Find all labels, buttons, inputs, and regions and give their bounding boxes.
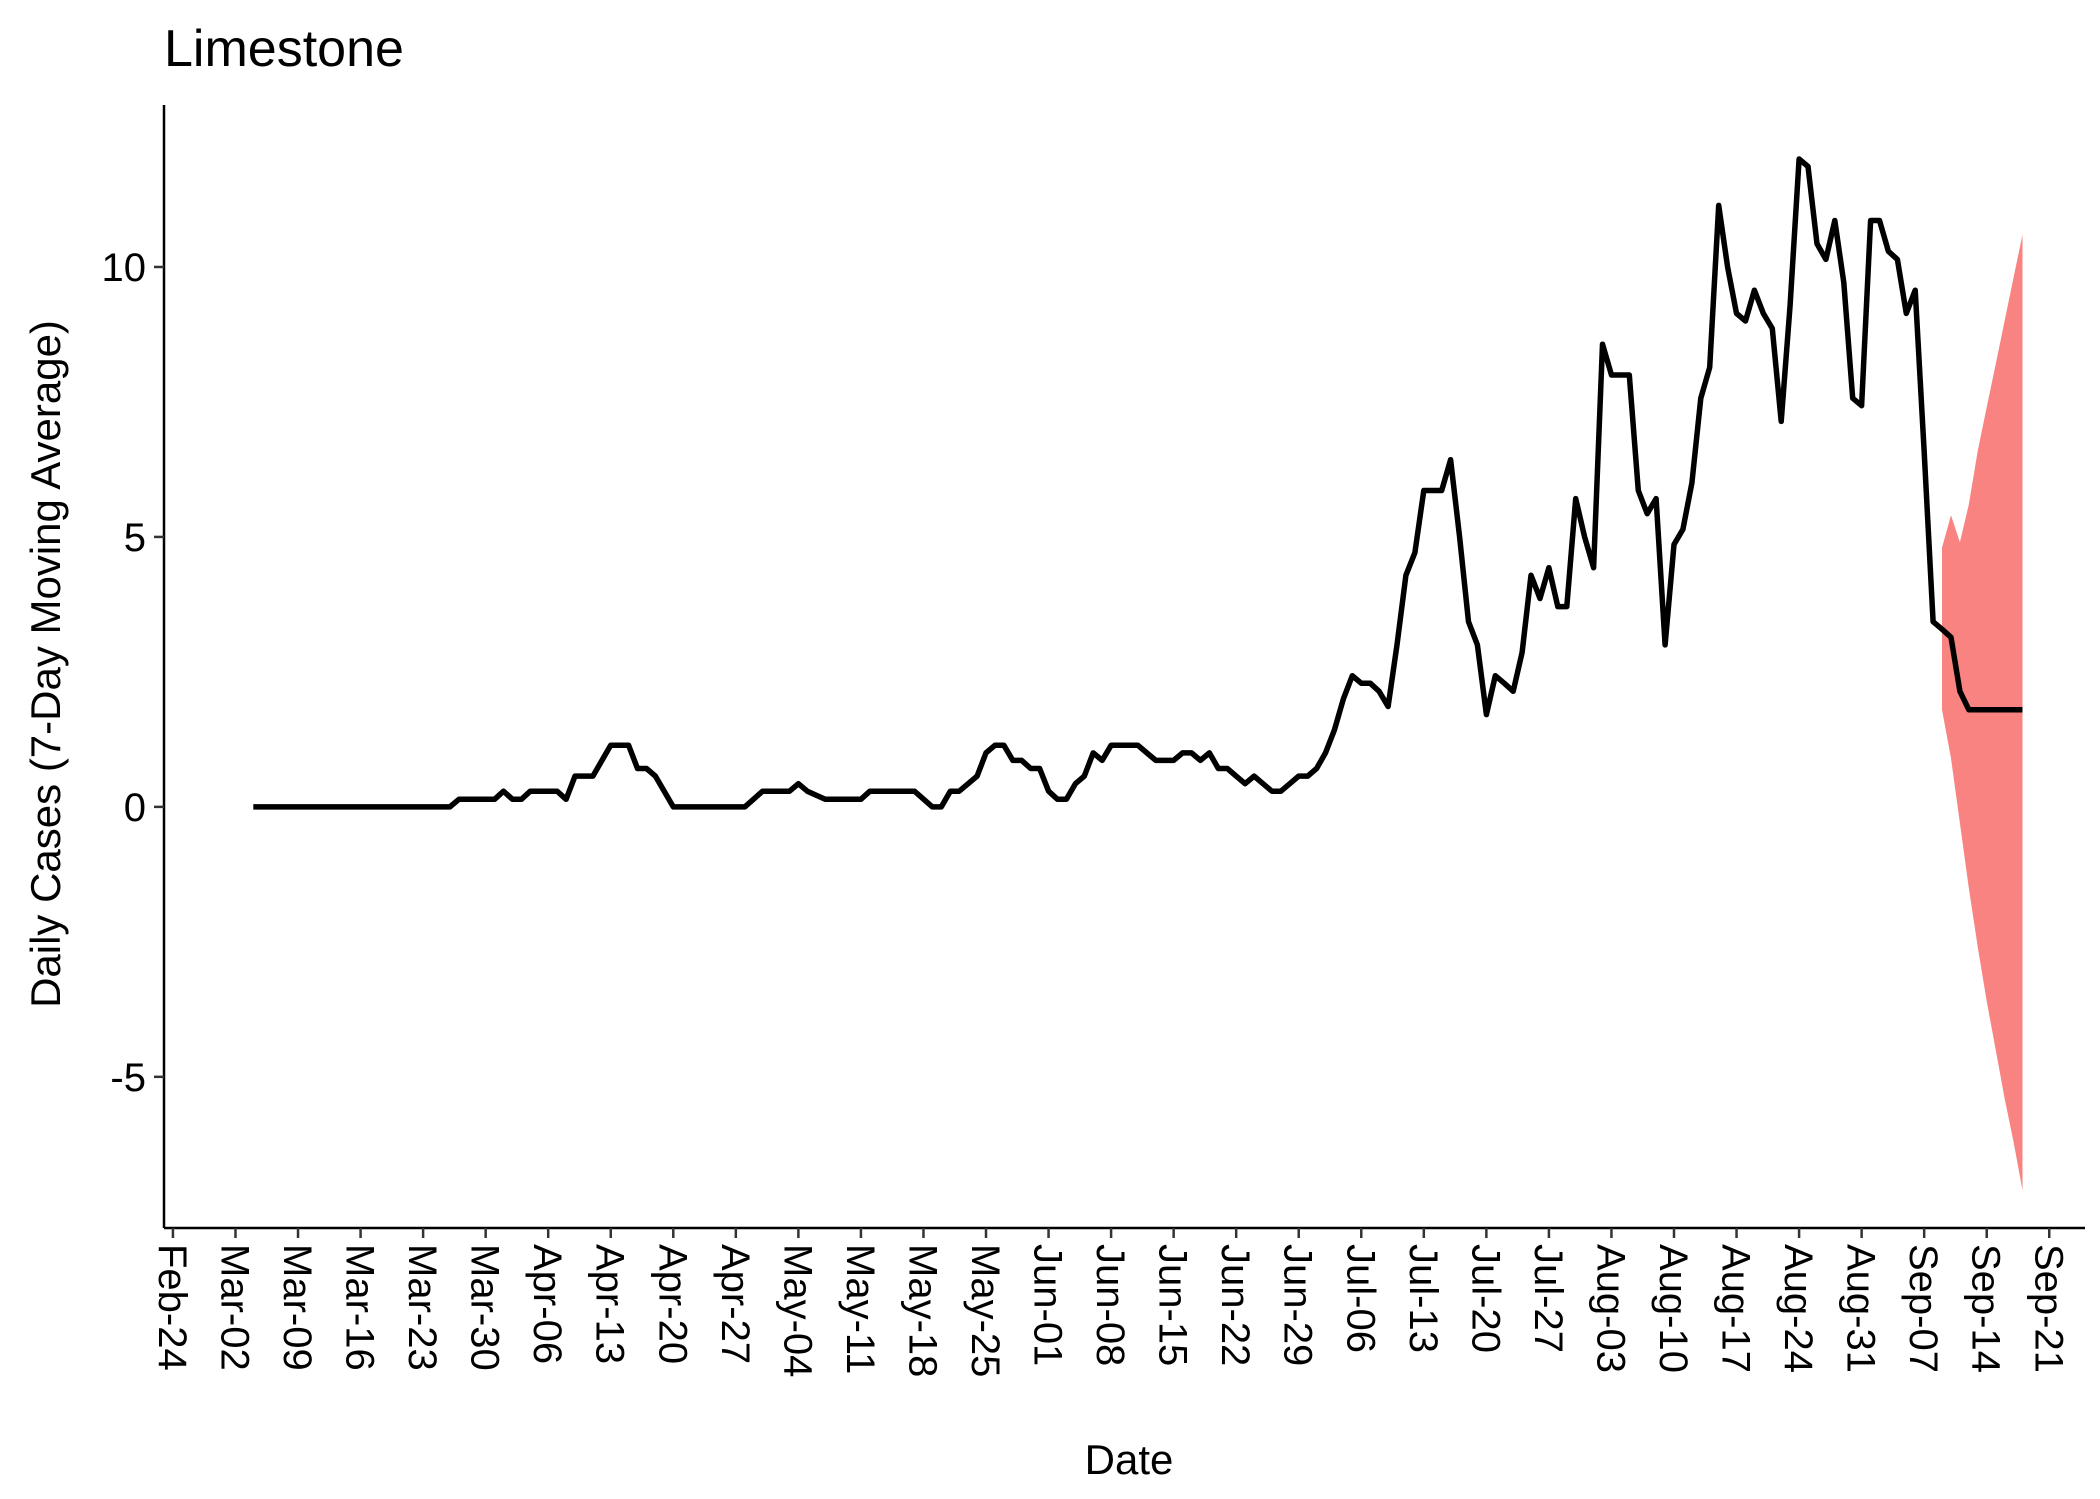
x-tick-label: Aug-10 bbox=[1651, 1244, 1695, 1373]
y-axis: -5 0 5 10 bbox=[102, 105, 166, 1228]
y-axis-title: Daily Cases (7-Day Moving Average) bbox=[22, 320, 69, 1008]
x-tick-label: Apr-06 bbox=[525, 1244, 569, 1364]
x-tick-label: Sep-07 bbox=[1901, 1244, 1945, 1373]
x-tick-label: Jun-15 bbox=[1151, 1244, 1195, 1366]
x-tick-label: May-18 bbox=[901, 1244, 945, 1377]
x-tick-label: Jun-08 bbox=[1088, 1244, 1132, 1366]
x-tick-label: Jul-13 bbox=[1401, 1244, 1445, 1353]
x-tick-label: Jun-22 bbox=[1213, 1244, 1257, 1366]
series-line-layer bbox=[253, 156, 2023, 810]
x-tick-label: Sep-14 bbox=[1964, 1244, 2008, 1373]
x-tick-label: Apr-13 bbox=[588, 1244, 632, 1364]
y-tick-label: -5 bbox=[110, 1056, 146, 1100]
plot-area bbox=[253, 156, 2023, 1191]
x-tick-label: Mar-23 bbox=[400, 1244, 444, 1371]
x-tick-label: Apr-27 bbox=[713, 1244, 757, 1364]
x-tick-label: May-04 bbox=[775, 1244, 819, 1377]
x-tick-label: Feb-24 bbox=[150, 1244, 194, 1371]
x-tick-label: Aug-31 bbox=[1839, 1244, 1883, 1373]
y-tick-label: 10 bbox=[102, 246, 147, 290]
y-tick-label: 5 bbox=[124, 516, 146, 560]
x-tick-label: Mar-02 bbox=[213, 1244, 257, 1371]
x-tick-label: Mar-30 bbox=[463, 1244, 507, 1371]
x-tick-label: Jul-27 bbox=[1526, 1244, 1570, 1353]
x-tick-label: Mar-09 bbox=[275, 1244, 319, 1371]
x-tick-label: Jun-01 bbox=[1026, 1244, 1070, 1366]
x-tick-label: Aug-24 bbox=[1776, 1244, 1820, 1373]
x-tick-label: Sep-21 bbox=[2026, 1244, 2070, 1373]
x-tick-label: Aug-03 bbox=[1589, 1244, 1633, 1373]
x-tick-label: May-11 bbox=[838, 1244, 882, 1374]
y-tick-label: 0 bbox=[124, 786, 146, 830]
x-tick-label: Jul-20 bbox=[1463, 1244, 1507, 1353]
x-tick-label: Jul-06 bbox=[1338, 1244, 1382, 1353]
x-tick-label: Aug-17 bbox=[1714, 1244, 1758, 1373]
x-tick-label: Apr-20 bbox=[650, 1244, 694, 1364]
x-axis: Feb-24 Mar-02 Mar-09 Mar-16 Mar-23 Mar-30 Apr-… bbox=[150, 1226, 2085, 1377]
x-axis-title: Date bbox=[1085, 1436, 1174, 1483]
x-tick-label: Mar-16 bbox=[338, 1244, 382, 1371]
x-tick-label: May-25 bbox=[963, 1244, 1007, 1377]
series-line-0 bbox=[253, 156, 2023, 810]
chart-title: Limestone bbox=[164, 20, 404, 78]
x-tick-label: Jun-29 bbox=[1276, 1244, 1320, 1366]
